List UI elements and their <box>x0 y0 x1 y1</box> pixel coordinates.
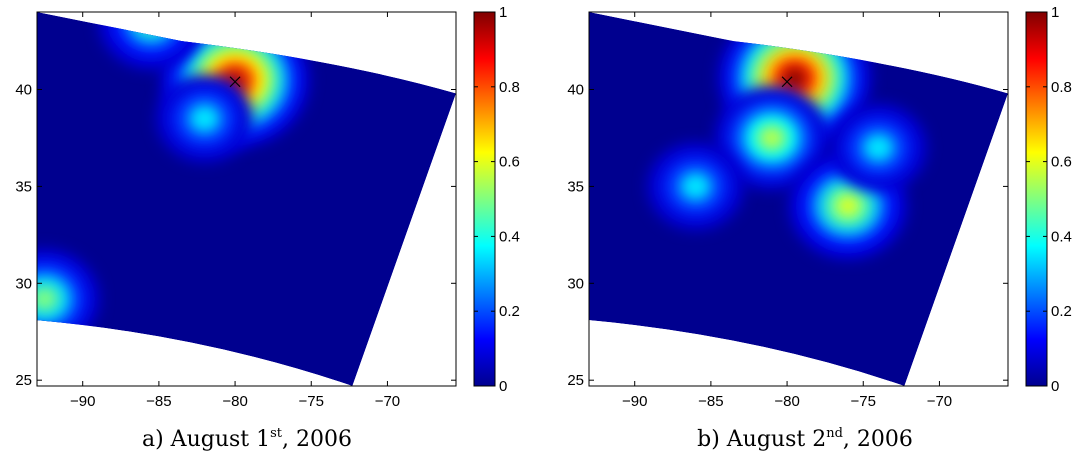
hotspot-a-2 <box>37 286 59 312</box>
hotspot-b-2 <box>836 194 860 217</box>
colorbar-tick-label: 0.2 <box>1051 303 1072 320</box>
x-tick-label: −75 <box>299 393 324 410</box>
y-tick-label: 25 <box>15 372 32 389</box>
marker-b <box>781 76 793 88</box>
x-tick-label: −80 <box>222 393 247 410</box>
x-tick-label: −80 <box>774 393 799 410</box>
x-tick-label: −85 <box>146 393 171 410</box>
marker-a <box>229 76 241 88</box>
axes-frame-b <box>588 11 1009 387</box>
hotspot-b-0 <box>783 67 806 88</box>
hotspot-b-4 <box>862 132 895 163</box>
x-tick-label: −85 <box>698 393 723 410</box>
axes-frame-a <box>36 11 457 387</box>
colorbar-tick-label: 1 <box>499 4 507 21</box>
y-tick-label: 30 <box>567 275 584 292</box>
hotspot-b-3 <box>679 171 712 202</box>
y-ticks-b: 25 30 35 40 <box>567 82 1008 389</box>
hotspot-a-3 <box>188 103 221 134</box>
colorbar-ticks-a: 0 0.2 0.4 0.6 0.8 1 <box>474 4 520 395</box>
x-tick-label: −75 <box>851 393 876 410</box>
caption-a: a) August 1st, 2006 <box>142 426 352 452</box>
x-tick-label: −90 <box>70 393 95 410</box>
colorbar-tick-label: 0 <box>1051 378 1059 395</box>
colorbar-tick-label: 0.6 <box>1051 154 1072 171</box>
y-ticks-a: 25 30 35 40 <box>15 82 456 389</box>
colorbar-b <box>1025 11 1048 387</box>
colorbar-tick-label: 0.4 <box>499 228 520 245</box>
colorbar-tick-label: 0.8 <box>499 79 520 96</box>
colorbar-tick-label: 0 <box>499 378 507 395</box>
y-tick-label: 25 <box>567 372 584 389</box>
x-ticks-a: −90 −85 −80 −75 −70 <box>70 12 400 410</box>
x-tick-label: −90 <box>622 393 647 410</box>
colorbar-tick-label: 0.8 <box>1051 79 1072 96</box>
colorbar-ticks-b: 0 0.2 0.4 0.6 0.8 1 <box>1026 4 1072 395</box>
x-tick-label: −70 <box>375 393 400 410</box>
colorbar-tick-label: 0.6 <box>499 154 520 171</box>
y-tick-label: 35 <box>567 178 584 195</box>
y-tick-label: 35 <box>15 178 32 195</box>
hotspot-b-1 <box>757 124 787 151</box>
marker-stroke <box>229 76 241 88</box>
y-tick-label: 30 <box>15 275 32 292</box>
colorbar-a <box>473 11 496 387</box>
y-tick-label: 40 <box>15 82 32 99</box>
x-tick-label: −70 <box>927 393 952 410</box>
colorbar-tick-label: 0.4 <box>1051 228 1072 245</box>
colorbar-tick-label: 0.2 <box>499 303 520 320</box>
data-field-a <box>37 12 456 386</box>
x-ticks-b: −90 −85 −80 −75 −70 <box>622 12 952 410</box>
y-tick-label: 40 <box>567 82 584 99</box>
marker-stroke <box>781 76 793 88</box>
caption-b: b) August 2nd, 2006 <box>697 426 913 452</box>
colorbar-tick-label: 1 <box>1051 4 1059 21</box>
